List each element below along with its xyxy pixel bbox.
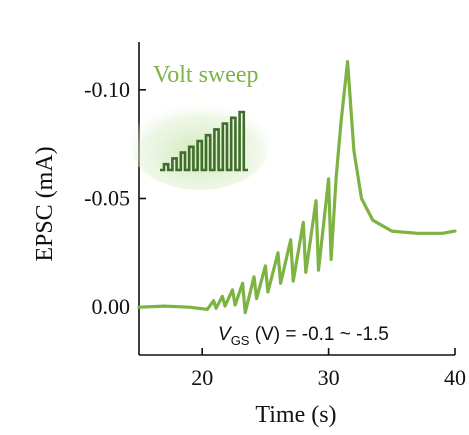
y-axis-ticks: 0.00 -0.05 -0.10 <box>84 77 146 319</box>
annotation-title: Volt sweep <box>153 62 259 88</box>
annotation-condition: VGS (V) = -0.1 ~ -1.5 <box>218 324 389 348</box>
y-tick-label: -0.05 <box>84 186 130 211</box>
inset-glow <box>130 100 270 190</box>
x-tick-label: 20 <box>191 365 213 390</box>
condition-subscript: GS <box>231 333 250 348</box>
x-tick-label: 30 <box>318 365 340 390</box>
epsc-series-line <box>137 60 457 315</box>
voltage-step-pulse-icon <box>130 100 270 190</box>
series-layer <box>137 60 457 315</box>
y-axis-label: EPSC (mA) <box>32 146 58 261</box>
condition-symbol: V <box>218 324 233 345</box>
x-axis-label: Time (s) <box>255 402 336 428</box>
x-axis-ticks: 20 30 40 <box>191 348 466 390</box>
y-tick-label: 0.00 <box>92 294 131 319</box>
condition-range: (V) = -0.1 ~ -1.5 <box>249 324 388 345</box>
x-tick-label: 40 <box>444 365 466 390</box>
inset-pulse-train <box>160 110 248 172</box>
y-tick-label: -0.10 <box>84 77 130 102</box>
